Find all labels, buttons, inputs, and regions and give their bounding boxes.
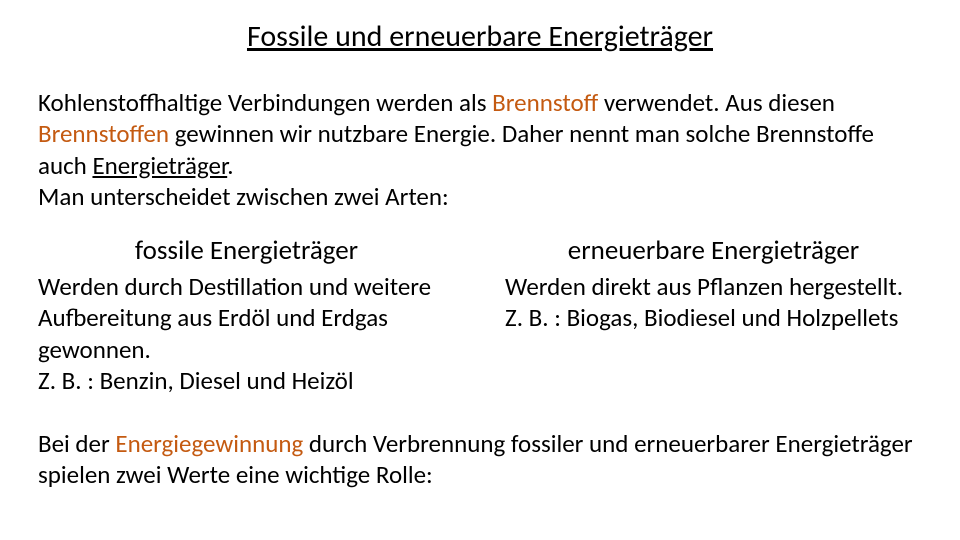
- intro-text-1: Kohlenstoffhaltige Verbindungen werden a…: [38, 87, 492, 118]
- closing-text-1: Bei der: [38, 428, 115, 459]
- right-example-text: Z. B. : Biogas, Biodiesel und Holzpellet…: [505, 302, 898, 333]
- highlight-energiegewinnung: Energiegewinnung: [115, 428, 303, 459]
- page-title: Fossile und erneuerbare Energieträger: [38, 18, 922, 55]
- two-column-section: fossile Energieträger Werden durch Desti…: [38, 234, 922, 396]
- intro-text-2: verwendet. Aus diesen: [598, 87, 835, 118]
- left-example-text: Z. B. : Benzin, Diesel und Heizöl: [38, 365, 354, 396]
- underlined-energietraeger: Energieträger: [92, 150, 227, 181]
- left-column: fossile Energieträger Werden durch Desti…: [38, 234, 455, 396]
- intro-line-2: Man unterscheidet zwischen zwei Arten:: [38, 181, 449, 212]
- closing-paragraph: Bei der Energiegewinnung durch Verbrennu…: [38, 428, 922, 491]
- intro-text-4: .: [227, 150, 233, 181]
- right-column: erneuerbare Energieträger Werden direkt …: [505, 234, 922, 396]
- highlight-brennstoff: Brennstoff: [492, 87, 598, 118]
- right-column-body: Werden direkt aus Pflanzen hergestellt. …: [505, 271, 922, 334]
- left-column-heading: fossile Energieträger: [38, 234, 455, 267]
- right-body-text: Werden direkt aus Pflanzen hergestellt.: [505, 271, 903, 302]
- left-body-text: Werden durch Destillation und weitere Au…: [38, 271, 431, 365]
- highlight-brennstoffen: Brennstoffen: [38, 118, 169, 149]
- left-column-body: Werden durch Destillation und weitere Au…: [38, 271, 455, 396]
- right-column-heading: erneuerbare Energieträger: [505, 234, 922, 267]
- intro-paragraph: Kohlenstoffhaltige Verbindungen werden a…: [38, 87, 922, 212]
